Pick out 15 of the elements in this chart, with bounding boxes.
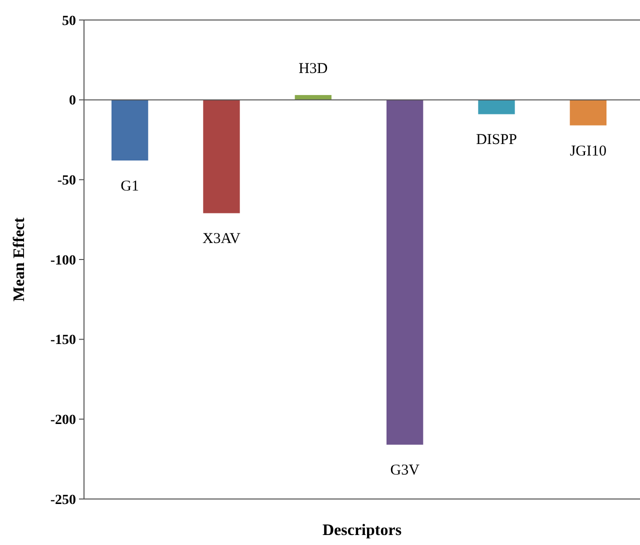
x-tick-label: JGI10 bbox=[570, 143, 607, 160]
y-tick-label: -200 bbox=[50, 413, 76, 428]
x-tick-label: G1 bbox=[120, 178, 140, 195]
y-tick-label: -250 bbox=[50, 492, 76, 508]
y-tick-label: -100 bbox=[50, 253, 76, 268]
x-axis-title: Descriptors bbox=[322, 522, 402, 539]
x-tick-label: DISPP bbox=[476, 132, 517, 148]
y-tick-label: -150 bbox=[50, 333, 76, 348]
x-tick-label: G3V bbox=[390, 462, 420, 479]
y-tick-label: 50 bbox=[62, 14, 76, 29]
y-tick-label: 0 bbox=[69, 94, 76, 109]
y-tick-label: -50 bbox=[57, 174, 76, 189]
x-tick-label: X3AV bbox=[202, 231, 241, 248]
x-tick-label: H3D bbox=[298, 61, 328, 78]
y-axis-title: Mean Effect bbox=[11, 216, 28, 302]
